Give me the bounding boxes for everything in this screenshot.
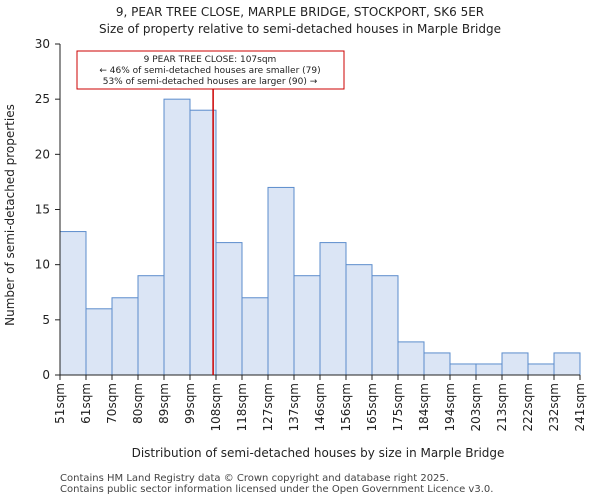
bar [501, 352, 529, 376]
y-tick-label: 25 [35, 92, 50, 106]
bar [423, 352, 451, 376]
y-tick-label: 5 [42, 313, 50, 327]
x-tick-label: 70sqm [105, 383, 119, 424]
x-tick-label: 127sqm [261, 383, 275, 431]
x-tick-label: 203sqm [469, 383, 483, 431]
bar [475, 363, 503, 376]
x-tick-label: 232sqm [547, 383, 561, 431]
y-tick-label: 15 [35, 203, 50, 217]
annotation-line-3: 53% of semi-detached houses are larger (… [103, 77, 318, 87]
annotation-box [76, 50, 345, 90]
x-tick-label: 61sqm [79, 383, 93, 424]
y-tick-label: 10 [35, 258, 50, 272]
chart-subtitle: Size of property relative to semi-detach… [99, 22, 501, 36]
x-tick-label: 184sqm [417, 383, 431, 431]
marker-annotation: 9 PEAR TREE CLOSE: 107sqm ← 46% of semi-… [76, 50, 345, 90]
bar [267, 186, 295, 376]
chart-title: 9, PEAR TREE CLOSE, MARPLE BRIDGE, STOCK… [116, 5, 484, 19]
x-tick-label: 165sqm [365, 383, 379, 431]
annotation-line-1: 9 PEAR TREE CLOSE: 107sqm [144, 55, 277, 65]
x-tick-label: 118sqm [235, 383, 249, 431]
bar [137, 275, 165, 376]
x-tick-label: 51sqm [53, 383, 67, 424]
annotation-line-2: ← 46% of semi-detached houses are smalle… [99, 66, 320, 76]
x-tick-label: 194sqm [443, 383, 457, 431]
x-axis-ticks: 51sqm 61sqm 70sqm 80sqm 89sqm 99sqm 108sqm 118s… [53, 375, 587, 431]
x-tick-label: 146sqm [313, 383, 327, 431]
histogram-chart: 9, PEAR TREE CLOSE, MARPLE BRIDGE, STOCK… [3, 5, 587, 460]
x-tick-label: 137sqm [287, 383, 301, 431]
x-tick-label: 108sqm [209, 383, 223, 431]
x-tick-label: 80sqm [131, 383, 145, 424]
x-axis-label: Distribution of semi-detached houses by … [132, 446, 505, 460]
y-axis-label: Number of semi-detached properties [3, 104, 17, 326]
x-tick-label: 213sqm [495, 383, 509, 431]
bar [371, 275, 399, 376]
bar [163, 98, 191, 376]
y-tick-label: 30 [35, 37, 50, 51]
x-tick-label: 175sqm [391, 383, 405, 431]
bar [449, 363, 477, 376]
x-tick-label: 89sqm [157, 383, 171, 424]
x-tick-label: 156sqm [339, 383, 353, 431]
y-axis-ticks: 0 5 10 15 20 25 30 [35, 37, 60, 382]
bar [111, 297, 139, 376]
bar [319, 242, 347, 376]
footer-line-1: Contains HM Land Registry data © Crown c… [60, 473, 449, 484]
x-tick-label: 222sqm [521, 383, 535, 431]
bar [85, 308, 113, 376]
bars-group [59, 98, 581, 376]
bar [293, 275, 321, 376]
x-tick-label: 99sqm [183, 383, 197, 424]
bar [241, 297, 269, 376]
bar [345, 264, 373, 376]
bar [553, 352, 581, 376]
y-tick-label: 0 [42, 368, 50, 382]
bar [215, 242, 243, 376]
bar [189, 109, 217, 376]
y-tick-label: 20 [35, 147, 50, 161]
x-tick-label: 241sqm [573, 383, 587, 431]
footer-line-2: Contains public sector information licen… [60, 484, 494, 495]
bar [397, 341, 425, 376]
bar [59, 231, 87, 376]
bar [527, 363, 555, 376]
